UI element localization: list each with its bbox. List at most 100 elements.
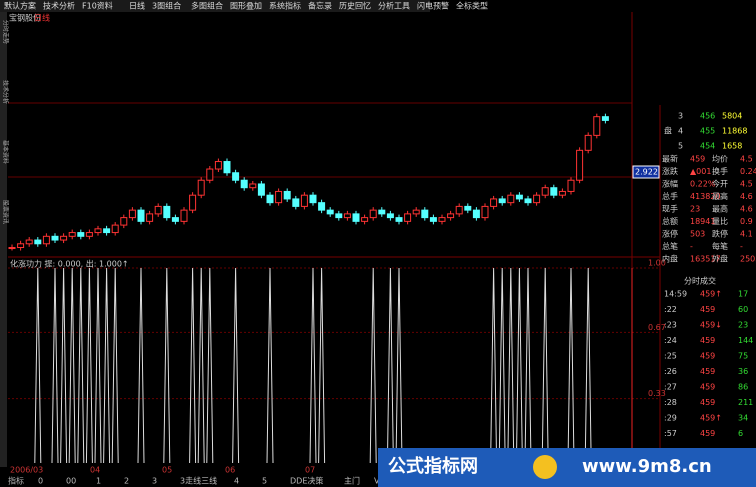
toolbar-button[interactable]: 图形叠加 (230, 1, 262, 11)
candle (593, 116, 601, 136)
candle (550, 187, 558, 196)
stat-cell: 4.1 (740, 230, 753, 239)
candle (447, 213, 455, 219)
trades-title: 分时成交 (684, 276, 716, 286)
order-side: 盘 (664, 126, 672, 136)
candle (223, 161, 231, 174)
toolbar-button[interactable]: 多图组合 (191, 1, 223, 11)
order-cell: 456 (700, 112, 715, 121)
candle (472, 209, 480, 219)
side-tab[interactable]: 分时走势 (2, 20, 10, 44)
stat-cell: 最新 (662, 154, 678, 164)
signal-spike (103, 267, 111, 464)
bottom-tab[interactable]: 2 (124, 477, 129, 486)
y-tick-label: 0.33 (648, 389, 666, 398)
bottom-tab[interactable]: DDE决策 (290, 476, 323, 486)
toolbar-button[interactable]: 分析工具 (378, 1, 410, 11)
stat-cell: 0.9 (740, 217, 753, 226)
candle (481, 205, 489, 219)
candle (412, 209, 420, 215)
stat-cell: 4.6 (740, 205, 753, 214)
toolbar-button[interactable]: 日线 (129, 1, 145, 11)
side-tab[interactable]: 基本资料 (2, 140, 10, 164)
trade-cell: 86 (738, 383, 748, 392)
bottom-tab[interactable]: 5 (262, 477, 267, 486)
stat-cell: 18941 (690, 217, 715, 226)
signal-spike (111, 267, 119, 464)
trade-cell: 6 (738, 429, 743, 438)
toolbar-button[interactable]: 技术分析 (43, 1, 75, 11)
toolbar-button[interactable]: 系统指标 (269, 1, 301, 11)
candle (300, 194, 308, 207)
candle (343, 213, 351, 219)
bottom-tab[interactable]: 00 (66, 477, 76, 486)
candle (68, 232, 76, 237)
candle (249, 183, 257, 189)
signal-spike (507, 267, 515, 464)
toolbar-button[interactable]: 历史回忆 (339, 1, 371, 11)
trade-cell: :24 (664, 336, 677, 345)
stat-cell: 最高 (712, 204, 728, 214)
bottom-tab[interactable]: 4 (234, 477, 239, 486)
side-tab[interactable]: 技术分析 (2, 80, 10, 104)
candle (558, 190, 566, 196)
trade-cell: 459↑ (700, 414, 722, 423)
signal-spike (137, 267, 145, 464)
candle (326, 209, 334, 215)
order-cell: 4 (678, 127, 683, 136)
signal-spike (490, 267, 498, 464)
candle (275, 190, 283, 204)
indicator-label: 化涨功力 提: 0.000, 出: 1.000↑ (10, 259, 129, 269)
date-label: 2006/03 (10, 466, 43, 475)
stat-cell: 量比 (712, 216, 728, 226)
signal-spike (232, 267, 240, 464)
stat-cell: 换手 (712, 166, 728, 176)
signal-spike (515, 267, 523, 464)
trade-cell: :23 (664, 321, 677, 330)
candle (25, 239, 33, 245)
trade-cell: :26 (664, 367, 677, 376)
candle (361, 217, 369, 222)
order-cell: 455 (700, 127, 715, 136)
signal-spike (524, 267, 532, 464)
side-tab[interactable]: 股票资讯 (2, 200, 10, 224)
stat-cell: 今开 (712, 179, 728, 189)
watermark-name: 公式指标网 (388, 455, 478, 477)
trade-cell: :29 (664, 414, 677, 423)
stat-cell: 最高 (712, 191, 728, 201)
candle (257, 183, 265, 196)
stat-cell: 涨停 (662, 229, 678, 239)
candle (51, 235, 59, 241)
toolbar-button[interactable]: 3图组合 (152, 1, 181, 11)
stat-cell: 内盘 (662, 254, 678, 264)
candle (120, 217, 128, 226)
candle (94, 228, 102, 234)
bottom-tab[interactable]: 0 (38, 477, 43, 486)
candle (232, 172, 240, 181)
candle (601, 116, 609, 121)
candle (189, 194, 197, 211)
toolbar-button[interactable]: 备忘录 (308, 1, 332, 11)
toolbar-button[interactable]: 默认方案 (4, 1, 36, 11)
trade-cell: 144 (738, 336, 753, 345)
toolbar-button[interactable]: F10资料 (82, 1, 113, 11)
bottom-tab[interactable]: 1 (96, 477, 101, 486)
bottom-tab[interactable]: 主门 (344, 476, 360, 486)
order-cell: 11868 (722, 127, 747, 136)
candle (404, 213, 412, 222)
toolbar-button[interactable]: 全标类型 (456, 1, 488, 11)
candle (352, 213, 360, 222)
candle (214, 161, 222, 170)
toolbar-button[interactable]: 闪电预警 (417, 1, 449, 11)
trade-cell: 459 (700, 398, 715, 407)
candle (163, 205, 171, 219)
y-tick-label: 0.67 (648, 323, 666, 332)
bottom-tab[interactable]: 指标 (8, 476, 24, 486)
trade-cell: 34 (738, 414, 748, 423)
bottom-tab[interactable]: 3走线三线 (180, 476, 217, 486)
stat-cell: 413820 (690, 192, 721, 201)
candle (395, 217, 403, 222)
bottom-tab[interactable]: 3 (152, 477, 157, 486)
signal-spike (163, 267, 171, 464)
trade-cell: 459 (700, 383, 715, 392)
